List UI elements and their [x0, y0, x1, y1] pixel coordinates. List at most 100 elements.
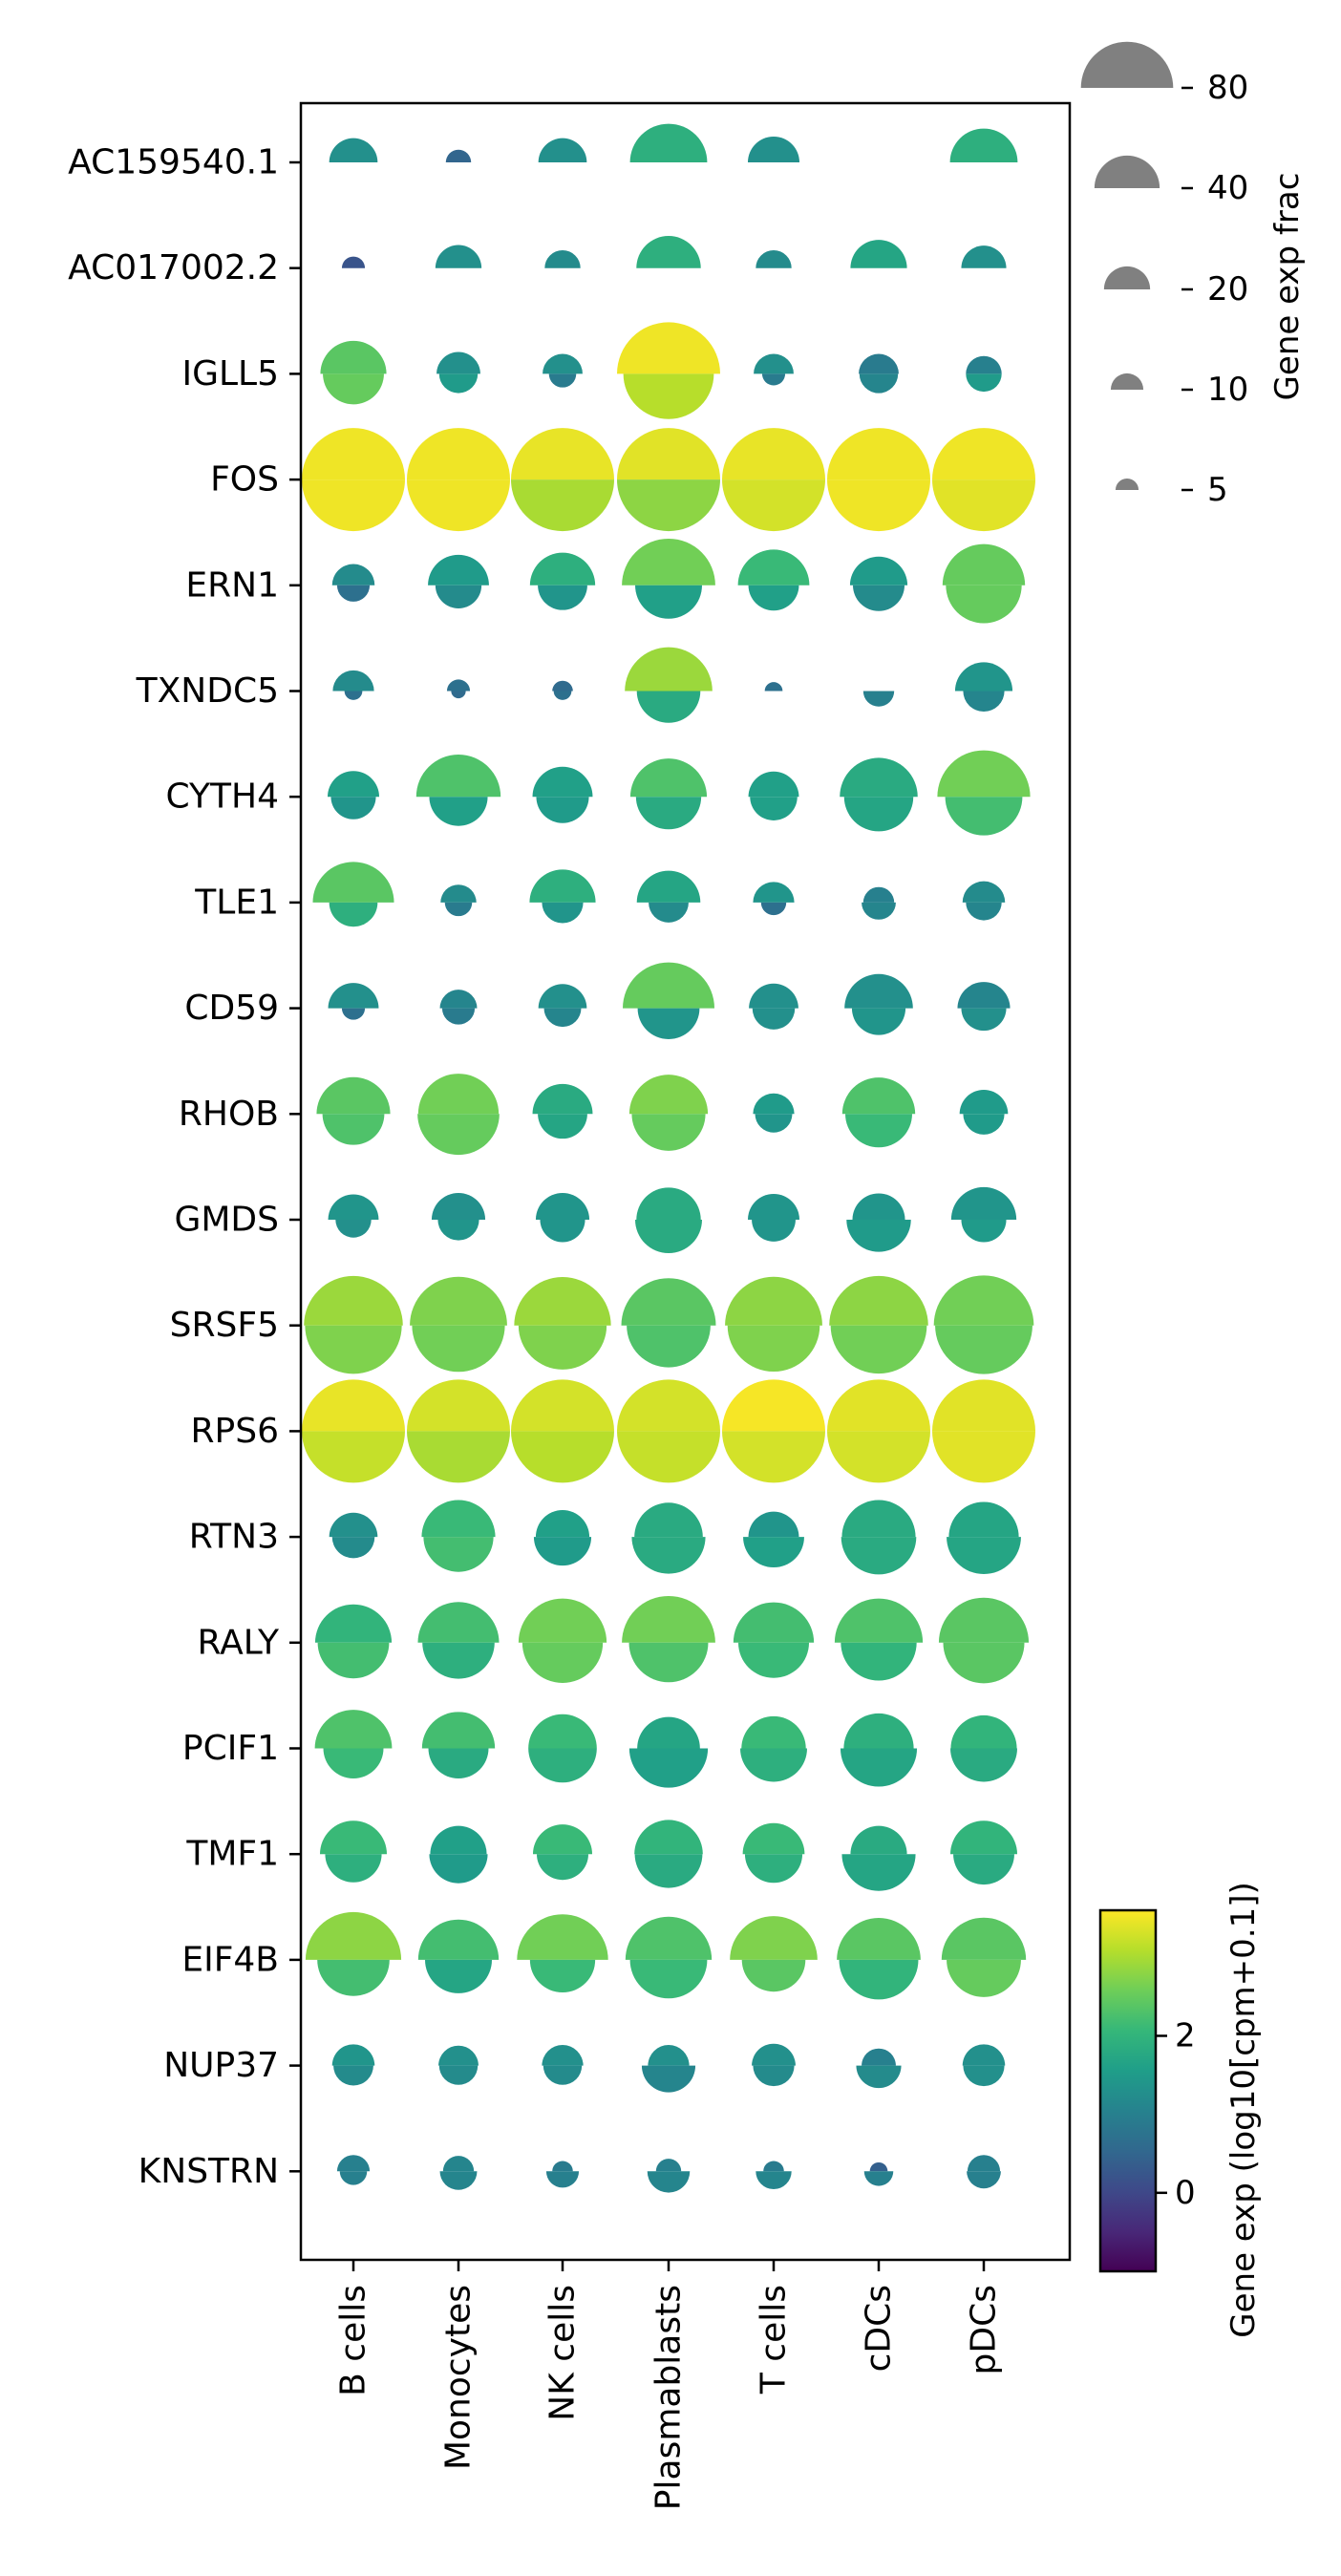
dot-lower	[623, 373, 714, 419]
dot-upper	[942, 543, 1026, 585]
dot-upper	[341, 256, 366, 268]
dot-lower	[617, 479, 720, 532]
dot-upper	[538, 138, 587, 162]
gene-label: SRSF5	[170, 1306, 279, 1345]
dot-lower	[429, 797, 488, 826]
dot-lower	[932, 1431, 1035, 1483]
dot-upper	[316, 1076, 391, 1115]
dot-lower	[528, 1748, 597, 1783]
dot-lower	[740, 1748, 807, 1782]
dot-upper	[966, 355, 1002, 374]
dot-lower	[841, 1537, 917, 1575]
dot-upper	[753, 1093, 795, 1115]
dot-lower	[407, 479, 510, 532]
dot-upper	[841, 1077, 916, 1115]
dot-lower	[750, 797, 798, 820]
dot-lower	[845, 1114, 912, 1148]
cell-type-label: NK cells	[543, 2285, 583, 2421]
dot-lower	[635, 585, 702, 619]
dot-upper	[859, 353, 899, 374]
dot-upper	[941, 1917, 1027, 1960]
dot-upper	[532, 1083, 593, 1115]
dot-lower	[522, 1642, 604, 1683]
dot-lower	[760, 902, 787, 916]
dot-upper	[748, 771, 799, 798]
dot-upper	[837, 1918, 921, 1960]
dot-upper	[749, 983, 798, 1009]
dot-lower	[323, 1748, 384, 1778]
dot-upper	[407, 1379, 510, 1432]
dot-lower	[839, 1959, 919, 2000]
dot-upper	[320, 1820, 387, 1855]
dot-upper	[634, 1502, 703, 1538]
cell-type-label: pDCs	[965, 2285, 1004, 2374]
dot-upper	[617, 322, 720, 374]
dot-lower	[853, 585, 905, 611]
dot-lower	[543, 2065, 583, 2085]
dot-lower	[963, 1114, 1005, 1135]
size-legend-marker	[1115, 478, 1139, 490]
dot-lower	[862, 691, 895, 707]
dot-upper	[959, 1089, 1009, 1115]
dot-lower	[945, 797, 1023, 836]
colorbar-title: Gene exp (log10[cpm+0.1])	[1224, 1882, 1263, 2337]
dot-upper	[446, 679, 471, 692]
dot-lower	[317, 1959, 390, 1996]
dot-upper	[937, 750, 1031, 798]
dot-upper	[862, 886, 895, 903]
dot-lower	[407, 1431, 510, 1483]
size-legend: 80 40 20 10 5 Gene exp frac	[1080, 41, 1307, 509]
dot-upper	[938, 1597, 1030, 1643]
dot-lower	[329, 902, 378, 927]
dot-lower	[548, 373, 577, 388]
y-axis: AC159540.1 AC017002.2 IGLL5 FOS ERN1 TXNDC5 CY…	[68, 143, 301, 2191]
dot-upper	[840, 757, 918, 798]
size-legend-marker	[1080, 41, 1174, 88]
dot-lower	[317, 1642, 390, 1679]
dot-upper	[962, 2044, 1006, 2066]
dot-lower	[336, 585, 371, 602]
dot-lower	[634, 1854, 703, 1888]
gene-label: FOS	[210, 460, 279, 500]
dot-lower	[537, 1854, 588, 1881]
dot-lower	[635, 797, 702, 830]
dot-upper	[622, 538, 715, 585]
cell-type-label: Plasmablasts	[649, 2285, 689, 2510]
dot-upper	[843, 1713, 914, 1749]
dot-upper	[312, 862, 394, 903]
gene-label: PCIF1	[182, 1729, 279, 1768]
size-legend-label: 10	[1207, 371, 1248, 409]
dot-upper	[841, 1500, 916, 1538]
cell-type-label: cDCs	[860, 2285, 899, 2372]
dot-lower	[511, 479, 614, 532]
dot-upper	[314, 1604, 393, 1643]
dot-lower	[851, 1008, 906, 1035]
dot-upper	[617, 1379, 720, 1432]
dot-lower	[628, 1642, 709, 1683]
dot-upper	[829, 1275, 928, 1326]
dot-lower	[841, 1854, 916, 1891]
dot-lower	[744, 1854, 803, 1884]
dot-upper	[754, 353, 794, 374]
dot-lower	[830, 1325, 927, 1374]
cell-type-label: Monocytes	[439, 2285, 479, 2470]
dot-upper	[957, 982, 1011, 1009]
dot-upper	[636, 236, 701, 268]
size-legend-marker	[1103, 266, 1151, 289]
dot-lower	[417, 1114, 500, 1156]
dot-upper	[962, 881, 1006, 903]
dot-lower	[540, 1220, 585, 1243]
gene-label: TLE1	[194, 883, 279, 922]
dot-lower	[335, 1220, 372, 1238]
gene-label: ERN1	[185, 565, 279, 605]
dot-lower	[437, 1220, 479, 1241]
dot-lower	[323, 373, 384, 405]
gene-label: IGLL5	[181, 354, 279, 394]
dot-lower	[843, 797, 914, 832]
dot-upper	[748, 1194, 799, 1220]
dot-lower	[748, 585, 799, 611]
dot-upper	[445, 149, 472, 162]
dot-lower	[325, 1854, 382, 1883]
dot-upper	[741, 1715, 806, 1749]
dot-upper	[629, 758, 708, 798]
